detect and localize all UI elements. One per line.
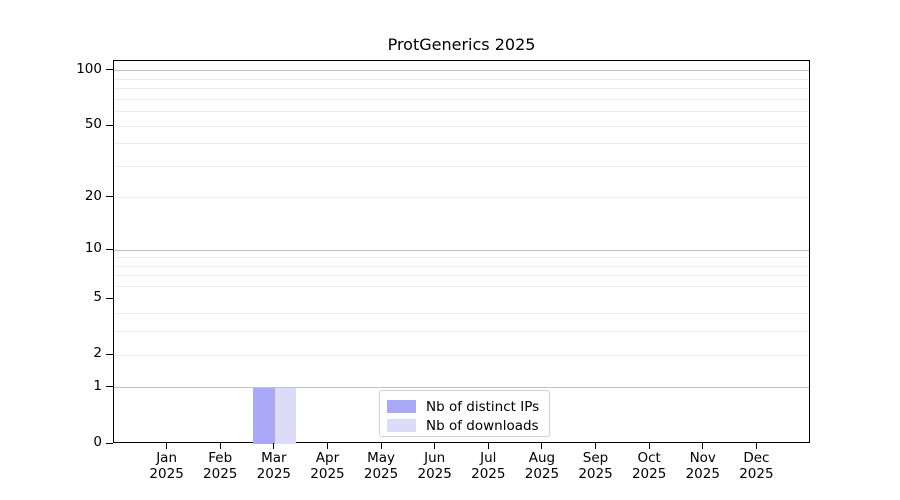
- y-tick-mark-5: [106, 297, 113, 299]
- gridline-80: [114, 88, 809, 90]
- legend-swatch-distinct-ips: [387, 400, 416, 413]
- x-tick-label-may: May 2025: [363, 450, 399, 482]
- legend-swatch-downloads: [387, 419, 416, 432]
- y-tick-label-0: 0: [93, 434, 102, 451]
- x-tick-label-jan: Jan 2025: [149, 450, 184, 482]
- y-tick-mark-1: [106, 386, 113, 388]
- x-tick-label-sep: Sep 2025: [578, 450, 613, 482]
- gridline-40: [114, 143, 809, 145]
- y-tick-mark-50: [106, 124, 113, 126]
- gridline-1: [114, 387, 809, 389]
- gridline-9: [114, 257, 809, 259]
- plot-area: Nb of distinct IPs Nb of downloads: [113, 60, 810, 444]
- x-tick-mark-feb: [219, 443, 221, 449]
- y-tick-label-20: 20: [84, 188, 102, 205]
- legend-item-distinct-ips: Nb of distinct IPs: [387, 397, 541, 416]
- y-tick-label-5: 5: [93, 289, 102, 306]
- x-tick-mark-apr: [326, 443, 328, 449]
- x-tick-label-dec: Dec 2025: [739, 450, 774, 482]
- y-tick-mark-0: [106, 442, 113, 444]
- gridline-6: [114, 286, 809, 288]
- y-tick-mark-100: [106, 69, 113, 71]
- legend-label-downloads: Nb of downloads: [426, 417, 539, 434]
- gridline-60: [114, 111, 809, 113]
- gridline-20: [114, 197, 809, 199]
- bar-mar-series0: [253, 387, 275, 444]
- y-tick-label-10: 10: [84, 240, 102, 257]
- x-tick-mark-aug: [541, 443, 543, 449]
- gridline-70: [114, 98, 809, 100]
- gridline-100: [114, 70, 809, 72]
- gridline-7: [114, 275, 809, 277]
- x-tick-mark-sep: [595, 443, 597, 449]
- gridline-4: [114, 313, 809, 315]
- gridline-30: [114, 165, 809, 167]
- bar-mar-series1: [274, 387, 297, 444]
- chart-title: ProtGenerics 2025: [387, 35, 536, 54]
- x-tick-mark-may: [380, 443, 382, 449]
- x-tick-mark-jan: [166, 443, 168, 449]
- x-tick-label-feb: Feb 2025: [203, 450, 238, 482]
- y-tick-mark-10: [106, 248, 113, 250]
- y-tick-mark-2: [106, 353, 113, 355]
- y-tick-mark-20: [106, 196, 113, 198]
- gridline-90: [114, 78, 809, 80]
- x-tick-label-mar: Mar 2025: [256, 450, 292, 482]
- gridline-10: [114, 249, 809, 251]
- y-tick-label-50: 50: [84, 116, 102, 133]
- x-tick-mark-nov: [702, 443, 704, 449]
- x-tick-label-aug: Aug 2025: [524, 450, 560, 482]
- gridline-8: [114, 265, 809, 267]
- legend-label-distinct-ips: Nb of distinct IPs: [426, 398, 540, 415]
- gridline-50: [114, 125, 809, 127]
- x-tick-label-jun: Jun 2025: [417, 450, 452, 482]
- legend-item-downloads: Nb of downloads: [387, 416, 541, 435]
- x-tick-mark-jun: [434, 443, 436, 449]
- x-tick-mark-oct: [648, 443, 650, 449]
- x-tick-label-oct: Oct 2025: [631, 450, 667, 482]
- legend: Nb of distinct IPs Nb of downloads: [379, 390, 550, 437]
- x-tick-label-nov: Nov 2025: [685, 450, 720, 482]
- gridline-2: [114, 354, 809, 356]
- y-tick-label-1: 1: [93, 378, 102, 395]
- x-tick-mark-dec: [755, 443, 757, 449]
- x-tick-mark-jul: [487, 443, 489, 449]
- y-tick-label-2: 2: [93, 345, 102, 362]
- y-tick-label-100: 100: [76, 61, 102, 78]
- gridline-3: [114, 331, 809, 333]
- x-tick-label-apr: Apr 2025: [310, 450, 345, 482]
- x-tick-label-jul: Jul 2025: [471, 450, 506, 482]
- x-tick-mark-mar: [273, 443, 275, 449]
